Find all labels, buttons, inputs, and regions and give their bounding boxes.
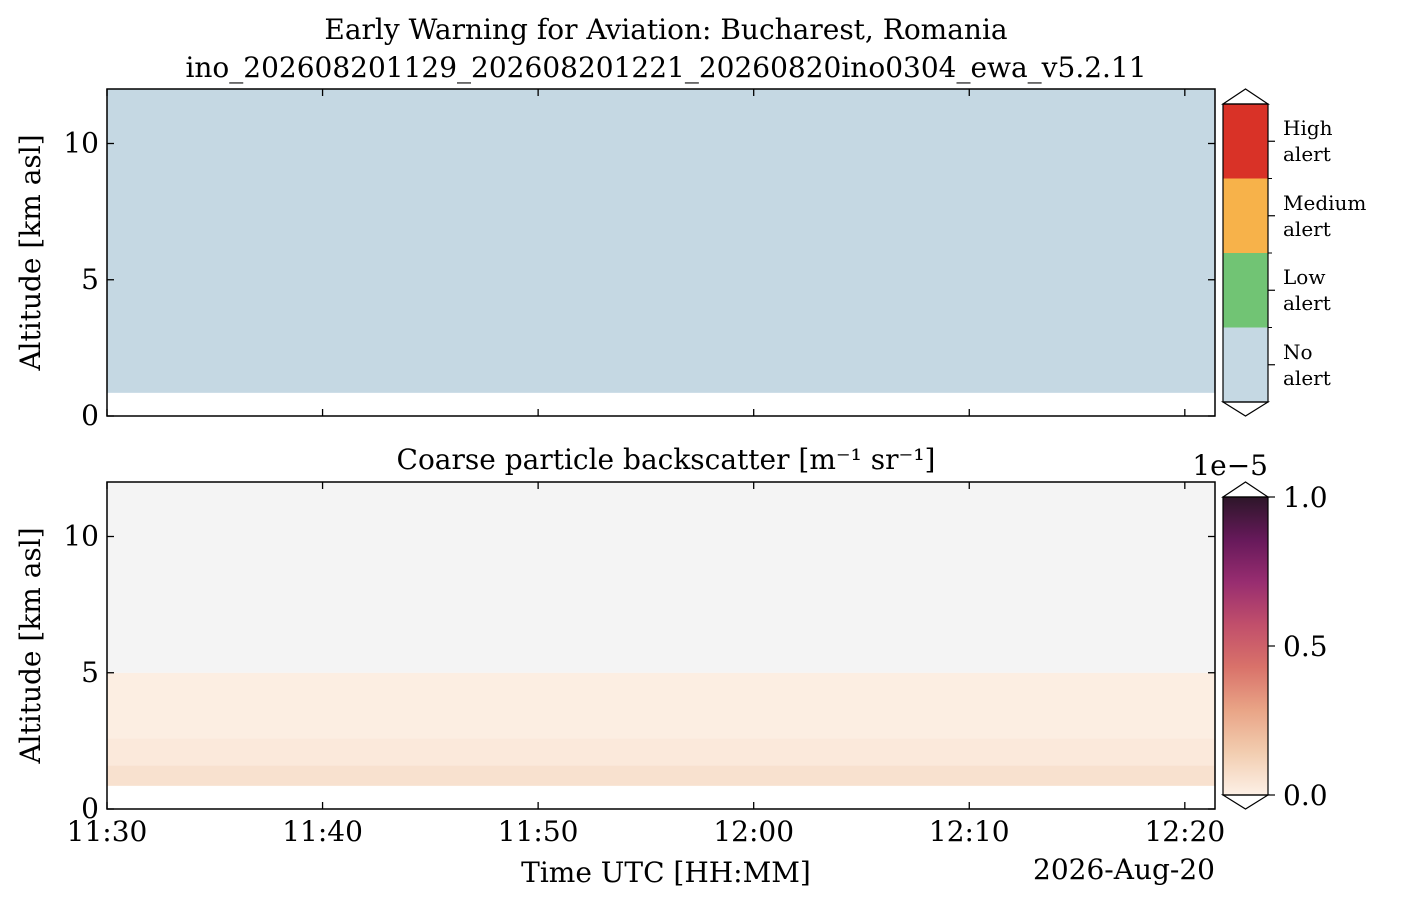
legend-label: Medium alert [1283,190,1367,241]
cell [107,738,1215,766]
chart-title: Early Warning for Aviation: Bucharest, R… [324,13,1007,46]
colorbar-extend [1220,401,1271,417]
y-axis-label: Altitude [km asl] [14,134,47,371]
x-tick-label: 12:10 [929,815,1010,848]
x-tick-label: 11:40 [282,815,363,848]
legend-swatch [1223,327,1268,402]
cell [107,672,1215,739]
chart-subtitle: ino_202608201129_202608201221_20260820in… [185,51,1146,84]
legend-label: Low alert [1283,265,1331,316]
panel-title: Coarse particle backscatter [m⁻¹ sr⁻¹] [397,443,936,476]
y-tick-label: 5 [81,263,99,296]
legend-label: No alert [1283,339,1331,390]
colorbar-tick-label: 0.0 [1283,779,1328,812]
date-label: 2026-Aug-20 [1033,853,1215,886]
x-tick-label: 12:00 [713,815,794,848]
axes-frame [106,88,1216,417]
colorbar [1223,497,1268,795]
legend-swatch [1223,104,1268,179]
colorbar-extend [1220,794,1271,810]
axes-frame [106,481,1216,810]
x-tick-label: 11:30 [67,815,148,848]
y-axis-label: Altitude [km asl] [14,527,47,764]
cell [107,765,1215,786]
y-tick-label: 0 [81,792,99,825]
colorbar-tick-label: 1.0 [1283,481,1328,514]
cell [107,482,1215,673]
legend-swatch [1223,178,1268,253]
colorbar-frame [1222,103,1269,403]
y-tick-label: 0 [81,399,99,432]
legend-swatch [1223,253,1268,328]
x-tick-label: 11:50 [498,815,579,848]
y-tick-label: 5 [81,656,99,689]
x-tick-label: 12:20 [1144,815,1225,848]
colorbar-extend [1221,88,1270,105]
colorbar-extend [1221,481,1270,498]
y-tick-label: 10 [63,520,99,553]
colorbar-frame [1222,496,1269,796]
colorbar-tick-label: 0.5 [1283,630,1328,663]
cell [107,89,1215,393]
x-axis-label: Time UTC [HH:MM] [521,856,811,889]
colorbar-offset: 1e−5 [1192,449,1268,482]
legend-label: High alert [1283,116,1333,167]
y-tick-label: 10 [63,127,99,160]
